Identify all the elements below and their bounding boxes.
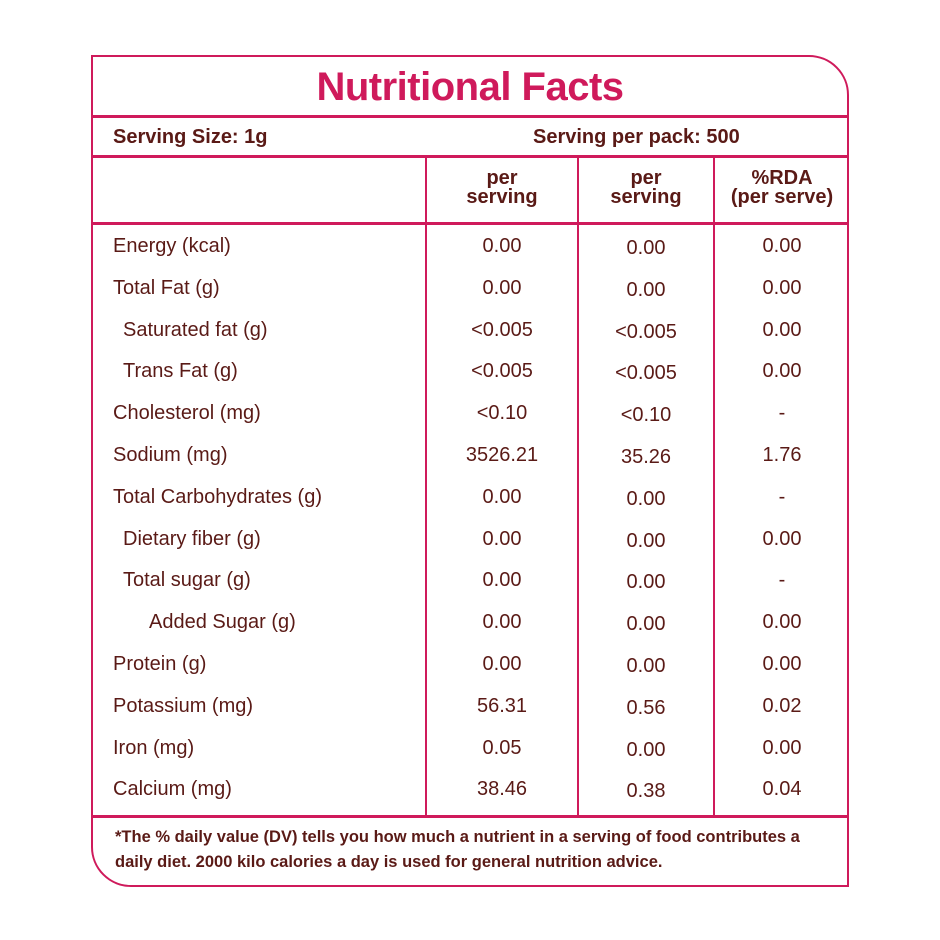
value-per-serving-2: <0.005 [615, 320, 677, 343]
table-row: Potassium (mg) 56.31 0.56 0.02 [93, 695, 847, 737]
nutrient-name: Energy (kcal) [113, 235, 231, 257]
column-divider [713, 157, 715, 817]
value-rda: 0.00 [762, 235, 802, 257]
value-per-serving-2: 0.00 [626, 278, 666, 301]
nutrient-name: Total Fat (g) [113, 276, 220, 299]
value-per-serving-2: <0.10 [620, 404, 672, 427]
value-rda: 0.00 [762, 653, 802, 675]
value-rda: - [778, 485, 786, 508]
divider [93, 115, 847, 118]
nutrient-name: Total sugar (g) [123, 569, 251, 592]
value-rda: 0.00 [762, 527, 802, 550]
column-header-line: (per serve) [730, 186, 834, 208]
table-row: Trans Fat (g) <0.005 <0.005 0.00 [93, 360, 847, 402]
table-row: Energy (kcal) 0.00 0.00 0.00 [93, 235, 847, 277]
nutrient-name: Added Sugar (g) [149, 611, 296, 634]
value-per-serving: 3526.21 [465, 444, 539, 466]
footnote: *The % daily value (DV) tells you how mu… [115, 828, 800, 871]
value-rda: 0.04 [762, 778, 802, 801]
value-per-serving-2: 0.00 [626, 571, 666, 594]
value-per-serving: 0.00 [482, 569, 522, 592]
table-row: Sodium (mg) 3526.21 35.26 1.76 [93, 444, 847, 486]
value-per-serving-2: 0.00 [626, 237, 666, 259]
nutrient-name: Total Carbohydrates (g) [113, 485, 322, 508]
table-row: Total Fat (g) 0.00 0.00 0.00 [93, 277, 847, 319]
value-per-serving: 0.00 [482, 235, 522, 257]
column-divider [425, 157, 427, 817]
nutrient-name: Cholesterol (mg) [113, 402, 261, 425]
column-header-line: per [630, 167, 662, 189]
column-header-line: per [486, 167, 518, 189]
table-row: Saturated fat (g) <0.005 <0.005 0.00 [93, 319, 847, 361]
value-per-serving: 56.31 [476, 694, 528, 717]
divider [93, 815, 847, 818]
nutrient-name: Calcium (mg) [113, 778, 232, 801]
value-per-serving: <0.005 [471, 318, 533, 341]
value-per-serving: <0.10 [476, 402, 528, 425]
table-row: Iron (mg) 0.05 0.00 0.00 [93, 737, 847, 779]
table-row: Total Carbohydrates (g) 0.00 0.00 - [93, 486, 847, 528]
column-header-per-serving-2: per serving [579, 167, 713, 208]
column-header-line: serving [466, 186, 538, 208]
nutrient-name: Sodium (mg) [113, 444, 228, 466]
value-rda: 1.76 [762, 444, 802, 466]
serving-per-pack: Serving per pack: 500 [533, 125, 740, 148]
value-rda: - [778, 569, 786, 592]
value-per-serving: 0.05 [482, 736, 522, 759]
value-rda: 0.00 [762, 318, 802, 341]
nutrient-name: Potassium (mg) [113, 694, 254, 717]
nutrient-name: Dietary fiber (g) [123, 527, 261, 550]
value-per-serving: 0.00 [482, 611, 522, 634]
value-per-serving-2: 35.26 [620, 446, 672, 468]
value-per-serving: 0.00 [482, 527, 522, 550]
table-row: Dietary fiber (g) 0.00 0.00 0.00 [93, 528, 847, 570]
value-per-serving: 0.00 [482, 276, 522, 299]
value-rda: 0.00 [762, 736, 802, 759]
value-rda: 0.02 [762, 694, 802, 717]
table-row: Added Sugar (g) 0.00 0.00 0.00 [93, 611, 847, 653]
value-per-serving-2: 0.00 [626, 738, 666, 761]
divider [93, 155, 847, 158]
table-row: Cholesterol (mg) <0.10 <0.10 - [93, 402, 847, 444]
nutrient-name: Saturated fat (g) [123, 318, 268, 341]
value-rda: 0.00 [762, 276, 802, 299]
value-per-serving-2: <0.005 [615, 362, 677, 385]
table-row: Protein (g) 0.00 0.00 0.00 [93, 653, 847, 695]
nutrient-name: Trans Fat (g) [123, 360, 238, 383]
value-per-serving-2: 0.00 [626, 613, 666, 636]
column-header-line: serving [610, 186, 682, 208]
value-per-serving: 0.00 [482, 653, 522, 675]
value-per-serving-2: 0.00 [626, 655, 666, 677]
value-rda: 0.00 [762, 611, 802, 634]
nutrition-facts-panel: Nutritional Facts Serving Size: 1g Servi… [91, 55, 849, 887]
column-header-rda: %RDA (per serve) [715, 167, 847, 208]
table-row: Total sugar (g) 0.00 0.00 - [93, 569, 847, 611]
value-rda: 0.00 [762, 360, 802, 383]
nutrient-name: Iron (mg) [113, 736, 195, 759]
value-per-serving-2: 0.56 [626, 696, 666, 719]
value-per-serving-2: 0.00 [626, 529, 666, 552]
value-per-serving: 0.00 [482, 485, 522, 508]
column-divider [577, 157, 579, 817]
table-row: Calcium (mg) 38.46 0.38 0.04 [93, 778, 847, 820]
value-per-serving: 38.46 [476, 778, 528, 801]
column-header-line: %RDA [751, 167, 813, 189]
value-per-serving-2: 0.00 [626, 487, 666, 510]
value-per-serving-2: 0.38 [626, 780, 666, 803]
nutrient-name: Protein (g) [113, 653, 207, 675]
value-rda: - [778, 402, 786, 425]
serving-size: Serving Size: 1g [113, 125, 268, 148]
column-header-per-serving: per serving [427, 167, 577, 208]
panel-title: Nutritional Facts [316, 64, 624, 109]
value-per-serving: <0.005 [471, 360, 533, 383]
divider [93, 222, 847, 225]
